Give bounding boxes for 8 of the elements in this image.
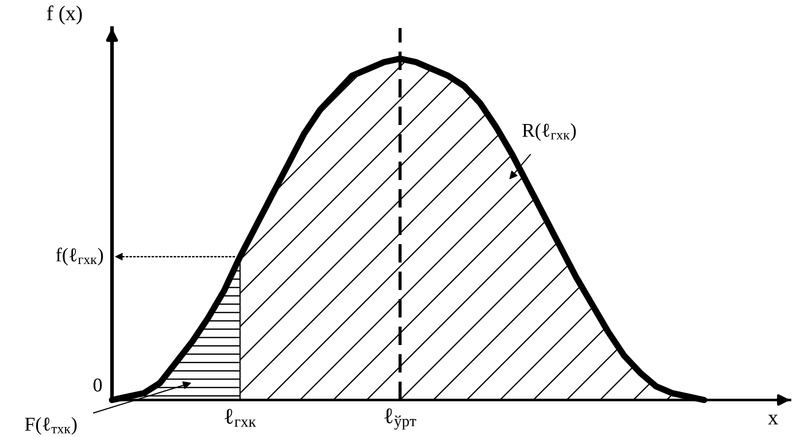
- x-tick-label: ℓ$_{гхк}$: [224, 408, 256, 427]
- x-tick-label: ℓ$_{ўрт}$: [384, 408, 416, 430]
- annotation: f(ℓ$_{гхк}$): [56, 248, 103, 266]
- series-label: R(ℓ$_{гхк}$): [522, 123, 576, 141]
- text: 0: [94, 378, 102, 392]
- x-axis-title: x: [768, 414, 778, 424]
- y-axis-title: f (x): [46, 5, 82, 25]
- text: F(ℓ$_{тхк}$): [24, 417, 77, 435]
